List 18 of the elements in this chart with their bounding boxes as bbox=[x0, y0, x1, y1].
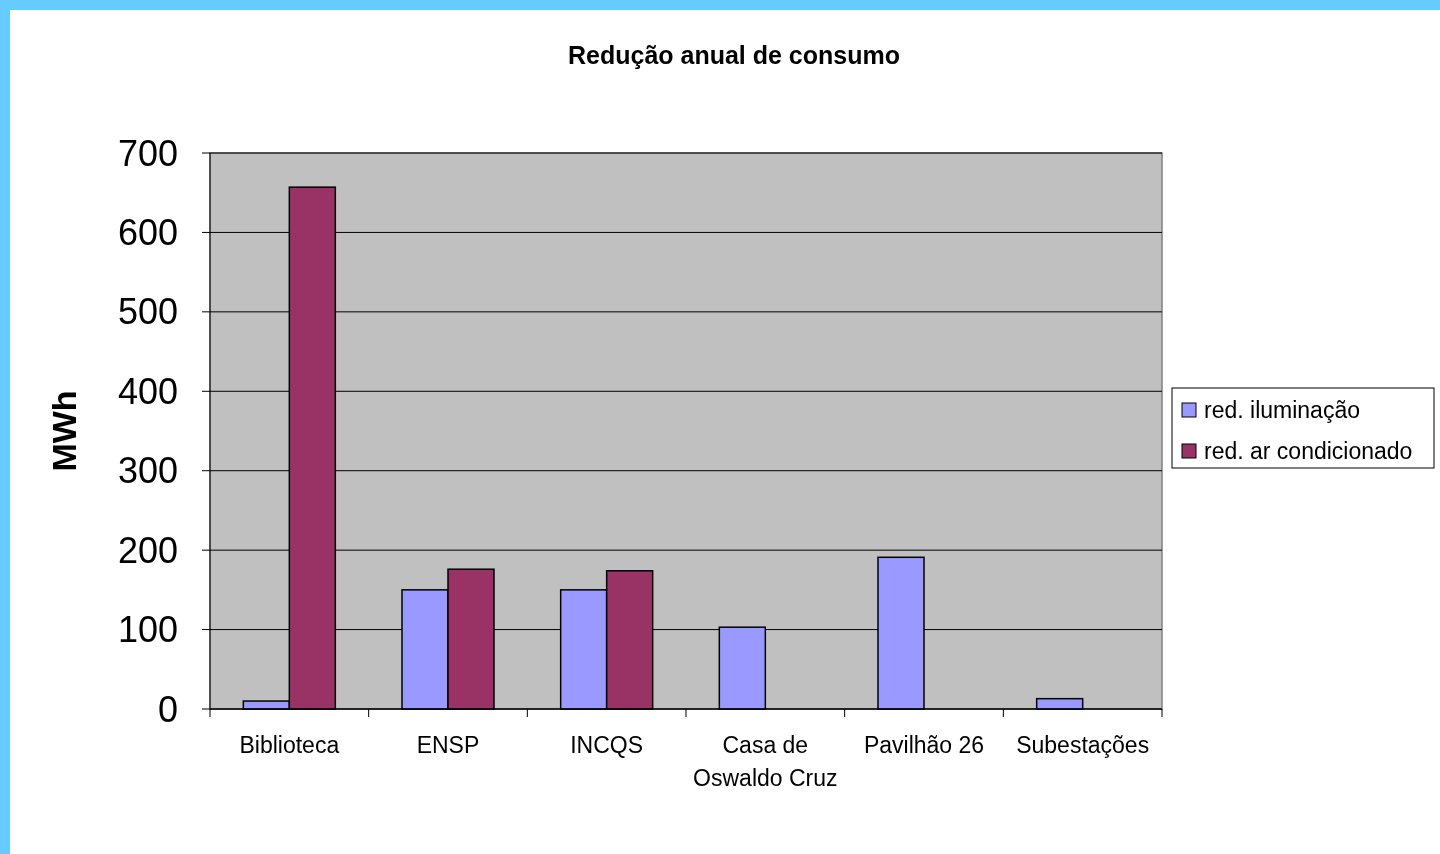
legend-label: red. ar condicionado bbox=[1204, 438, 1413, 465]
y-tick-label: 200 bbox=[117, 529, 178, 571]
x-tick-label: Pavilhão 26 bbox=[863, 732, 985, 758]
y-tick-label: 300 bbox=[117, 450, 178, 492]
y-tick-label: 0 bbox=[157, 688, 178, 730]
y-tick-label: 500 bbox=[117, 291, 178, 333]
x-tick-label: ENSP bbox=[416, 732, 480, 758]
x-tick-label: Biblioteca bbox=[239, 732, 340, 758]
legend-label: red. iluminação bbox=[1204, 397, 1360, 424]
y-tick-label: 100 bbox=[117, 609, 178, 651]
x-tick-label: Casa de Oswaldo Cruz bbox=[693, 732, 838, 791]
x-tick-label: INCQS bbox=[570, 732, 644, 758]
y-tick-label: 600 bbox=[117, 212, 178, 254]
chart-title: Redução anual de consumo bbox=[567, 41, 901, 69]
x-tick-label: Subestações bbox=[1016, 732, 1150, 758]
y-tick-label: 700 bbox=[117, 132, 178, 174]
y-axis-title: MWh bbox=[45, 390, 83, 472]
y-tick-label: 400 bbox=[117, 370, 178, 412]
